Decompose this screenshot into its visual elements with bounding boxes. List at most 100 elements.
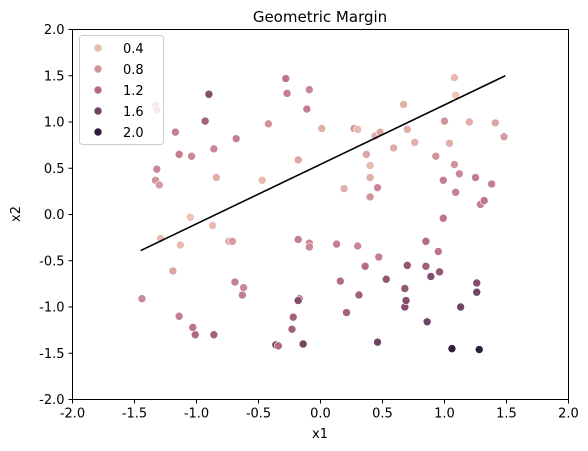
y-tick-label: 1.5 (44, 69, 65, 84)
data-point (447, 344, 457, 353)
data-point (171, 127, 180, 137)
plot-points (137, 73, 509, 354)
data-point (298, 339, 308, 349)
x-tick-label: -1.5 (122, 407, 147, 422)
data-point (238, 290, 247, 300)
x-tick-label: 1.5 (496, 407, 517, 422)
data-point (317, 124, 327, 133)
data-point (209, 144, 219, 154)
data-point (431, 151, 441, 161)
data-point (176, 240, 185, 250)
data-point (422, 317, 432, 327)
data-point (440, 116, 449, 126)
data-point (231, 134, 241, 143)
y-tick-label: -2.0 (39, 393, 64, 408)
data-point (204, 89, 214, 99)
data-point (438, 213, 448, 223)
legend-frame (79, 35, 164, 145)
data-point (353, 241, 363, 251)
data-point (354, 290, 364, 300)
y-axis-label: x2 (9, 206, 24, 222)
data-point (274, 341, 283, 351)
data-point (426, 272, 436, 281)
data-point (293, 155, 303, 165)
data-point (230, 277, 240, 287)
legend-label: 0.8 (123, 63, 144, 78)
data-point (305, 242, 314, 252)
y-tick-label: 0.0 (44, 208, 65, 223)
data-point (421, 237, 431, 246)
data-point (168, 266, 178, 276)
data-point (401, 296, 411, 305)
data-point (455, 169, 464, 179)
y-tick-label: 0.5 (44, 162, 65, 177)
data-point (342, 308, 351, 317)
margin-line (140, 75, 506, 252)
legend-label: 1.6 (123, 105, 144, 120)
x-tick-label: 1.0 (434, 407, 455, 422)
data-point (208, 221, 217, 230)
data-point (410, 138, 420, 147)
data-point (152, 164, 162, 174)
x-axis: -2.0 -1.5 -1.0 -0.5 0.0 0.5 1.0 1.5 2.0 (60, 399, 579, 422)
data-point (373, 183, 382, 192)
data-point (402, 261, 412, 270)
data-point (399, 100, 408, 109)
data-point (450, 160, 459, 169)
data-point (464, 117, 474, 127)
data-point (293, 296, 303, 305)
data-point (438, 175, 448, 185)
data-point (362, 150, 371, 159)
data-point (336, 276, 345, 286)
data-point (479, 196, 489, 205)
data-point (174, 311, 184, 321)
chart-title: Geometric Margin (253, 8, 387, 26)
data-point (365, 192, 375, 202)
data-point (472, 287, 482, 297)
data-point (451, 188, 460, 197)
data-point (332, 239, 341, 249)
data-point (445, 138, 454, 148)
x-tick-label: 2.0 (558, 407, 579, 422)
data-point (281, 74, 291, 83)
x-tick-label: -2.0 (60, 407, 85, 422)
data-point (187, 151, 196, 161)
data-point (155, 180, 164, 190)
data-point (472, 278, 482, 288)
data-point (288, 312, 298, 322)
legend-marker (93, 85, 103, 95)
data-point (374, 252, 384, 262)
data-point (474, 345, 484, 354)
legend-label: 2.0 (123, 126, 144, 141)
data-point (435, 267, 444, 277)
data-point (257, 175, 267, 185)
data-point (360, 261, 370, 271)
y-tick-label: -1.5 (39, 347, 64, 362)
data-point (456, 302, 465, 312)
x-tick-label: 0.5 (372, 407, 393, 422)
legend: 0.4 0.8 1.2 1.6 2.0 (79, 35, 164, 145)
data-point (302, 104, 312, 114)
data-point (400, 284, 410, 293)
data-point (365, 173, 375, 182)
y-tick-label: 2.0 (44, 23, 65, 38)
data-point (282, 89, 292, 98)
data-point (471, 173, 480, 182)
data-point (190, 330, 200, 340)
data-point (381, 274, 391, 284)
data-point (487, 179, 496, 189)
data-point (287, 324, 297, 334)
data-point (174, 150, 184, 159)
legend-marker (93, 127, 103, 137)
y-axis: -2.0 -1.5 -1.0 -0.5 0.0 0.5 1.0 1.5 2.0 (39, 23, 73, 408)
data-point (212, 173, 221, 182)
legend-marker (93, 43, 103, 53)
y-tick-label: 1.0 (44, 116, 65, 131)
data-point (339, 184, 349, 193)
data-point (209, 330, 219, 340)
data-point (450, 73, 459, 82)
x-tick-label: -1.0 (184, 407, 209, 422)
x-tick-label: 0.0 (310, 407, 331, 422)
data-point (239, 283, 248, 292)
